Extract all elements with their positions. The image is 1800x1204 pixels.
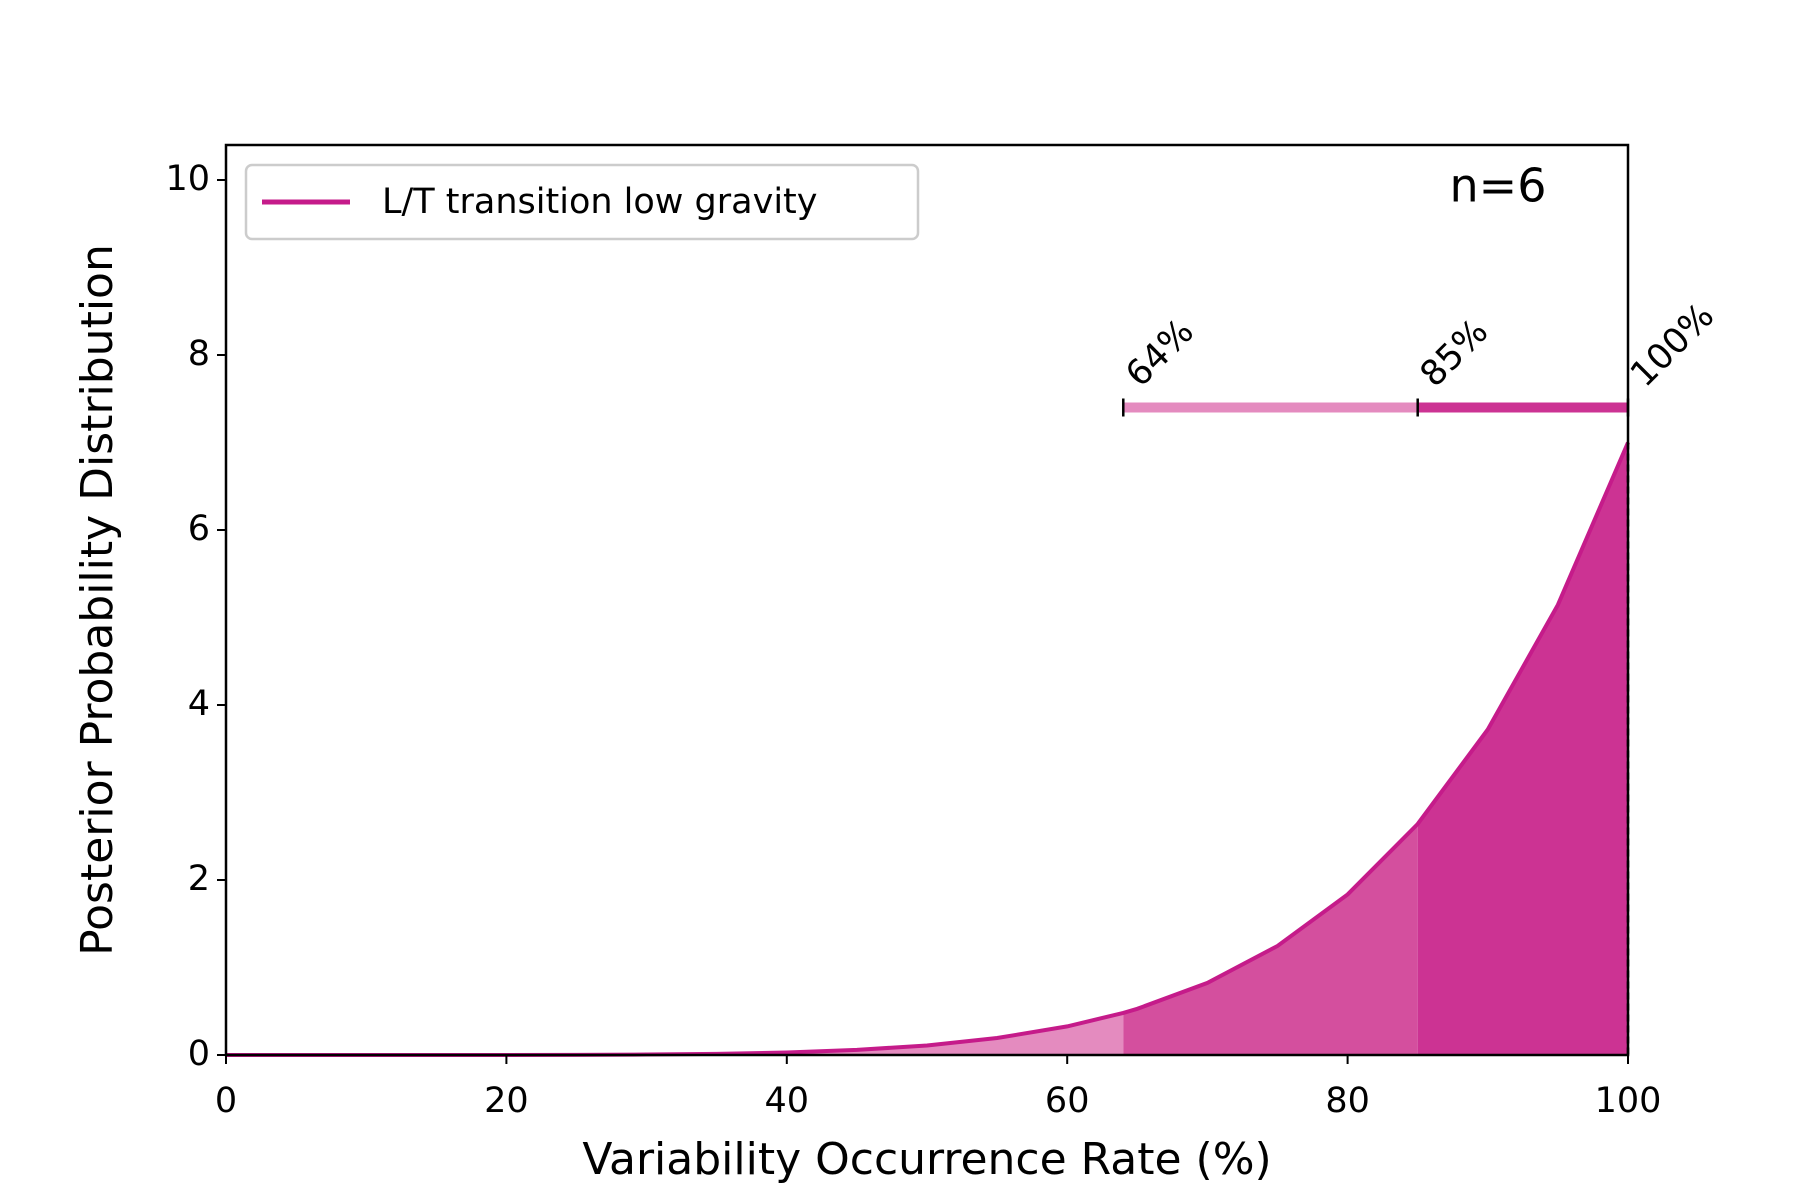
legend-box [244, 163, 920, 241]
x-tick-label: 20 [484, 1081, 529, 1121]
bound-label: 64% [1118, 312, 1201, 395]
x-axis-label: Variability Occurrence Rate (%) [582, 1134, 1271, 1185]
y-tick-label: 4 [188, 684, 210, 724]
x-tick-label: 0 [215, 1081, 237, 1121]
x-tick-label: 80 [1325, 1081, 1370, 1121]
x-tick-label: 60 [1045, 1081, 1090, 1121]
y-tick-label: 6 [188, 509, 210, 549]
legend-label: L/T transition low gravity [382, 182, 817, 222]
shaded-region [226, 1012, 1124, 1055]
y-tick-label: 8 [188, 334, 210, 374]
bound-label: 100% [1623, 296, 1722, 395]
y-tick-label: 0 [188, 1034, 210, 1074]
shaded-region [1417, 442, 1628, 1055]
y-tick-label: 10 [165, 159, 210, 199]
y-tick-label: 2 [188, 859, 210, 899]
y-axis-label: Posterior Probability Distribution [72, 244, 123, 956]
bound-label: 85% [1413, 312, 1496, 395]
plot-frame [224, 143, 1630, 1057]
shaded-region [1123, 824, 1418, 1055]
annotation: n=6 [1450, 159, 1547, 213]
x-tick-label: 40 [765, 1081, 810, 1121]
x-tick-label: 100 [1595, 1081, 1662, 1121]
